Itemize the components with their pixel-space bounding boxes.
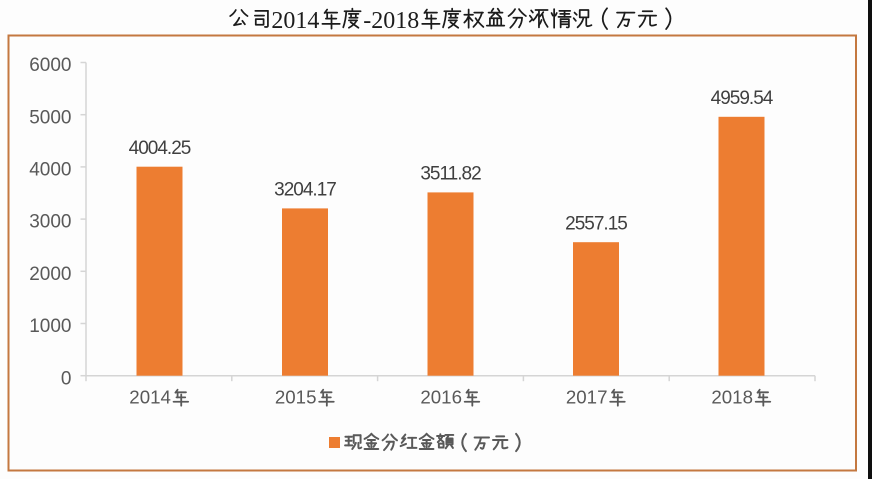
svg-text:1000: 1000 — [29, 316, 71, 337]
svg-text:2014: 2014 — [129, 387, 171, 408]
svg-text:3000: 3000 — [29, 212, 71, 233]
svg-text:0: 0 — [61, 368, 72, 389]
svg-text:4000: 4000 — [29, 160, 71, 181]
svg-text:-: - — [363, 8, 371, 34]
svg-text:2016: 2016 — [420, 387, 462, 408]
svg-text:4004.25: 4004.25 — [129, 138, 191, 159]
svg-text:2000: 2000 — [29, 264, 71, 285]
svg-text:2017: 2017 — [566, 387, 608, 408]
svg-text:2018: 2018 — [371, 8, 419, 34]
svg-text:2015: 2015 — [275, 387, 317, 408]
svg-text:5000: 5000 — [29, 107, 71, 128]
svg-text:2014: 2014 — [271, 8, 319, 34]
svg-text:3204.17: 3204.17 — [274, 180, 336, 201]
svg-text:4959.54: 4959.54 — [711, 88, 774, 109]
svg-text:2557.15: 2557.15 — [565, 213, 627, 234]
svg-text:2018: 2018 — [711, 387, 753, 408]
svg-text:6000: 6000 — [29, 55, 71, 76]
svg-text:3511.82: 3511.82 — [420, 164, 481, 185]
